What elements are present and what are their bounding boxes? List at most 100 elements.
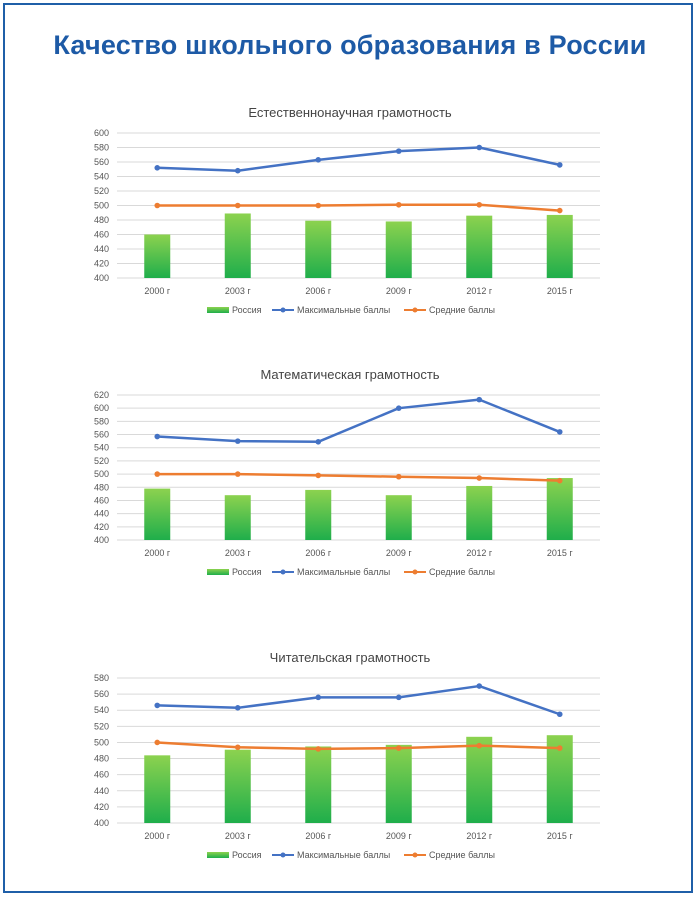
bar — [466, 485, 493, 540]
x-tick-label: 2006 г — [305, 286, 332, 296]
legend: Россия Максимальные баллы Средние баллы — [207, 305, 495, 315]
y-tick-label: 500 — [94, 737, 109, 747]
data-point — [395, 473, 402, 480]
data-point — [154, 202, 161, 209]
data-point — [556, 162, 563, 168]
y-tick-label: 440 — [94, 244, 109, 254]
data-point — [556, 745, 563, 751]
data-point — [315, 202, 322, 209]
legend-label: Россия — [232, 850, 262, 860]
data-point — [315, 157, 322, 163]
x-tick-label: 2015 г — [547, 831, 574, 841]
bar — [466, 215, 493, 278]
y-tick-label: 580 — [94, 143, 109, 153]
bar — [305, 220, 332, 278]
bar — [224, 213, 251, 278]
legend-label: Средние баллы — [429, 305, 495, 315]
x-tick-label: 2009 г — [386, 831, 413, 841]
x-tick-label: 2000 г — [144, 286, 171, 296]
data-point — [556, 477, 563, 484]
chart-science: Естественнонаучная грамотность 400 420 440 4… — [94, 105, 600, 315]
series-line — [157, 741, 560, 751]
data-point — [154, 702, 161, 709]
y-tick-label: 500 — [94, 201, 109, 211]
y-tick-label: 520 — [94, 456, 109, 466]
bar — [224, 495, 251, 540]
legend-swatch-marker — [280, 307, 286, 313]
y-tick-label: 540 — [94, 172, 109, 182]
y-tick-label: 480 — [94, 215, 109, 225]
y-tick-label: 540 — [94, 443, 109, 453]
x-tick-label: 2003 г — [225, 831, 252, 841]
bar — [385, 221, 412, 278]
data-point — [154, 165, 161, 171]
data-point — [234, 471, 241, 477]
data-point — [476, 396, 483, 403]
data-point — [154, 739, 161, 746]
y-tick-label: 600 — [94, 128, 109, 138]
chart-title: Естественнонаучная грамотность — [248, 105, 452, 120]
y-tick-label: 600 — [94, 403, 109, 413]
x-tick-label: 2015 г — [547, 548, 574, 558]
data-point — [476, 742, 483, 749]
data-point — [315, 472, 322, 479]
y-tick-label: 440 — [94, 509, 109, 519]
data-point — [234, 438, 241, 444]
legend-label: Средние баллы — [429, 850, 495, 860]
bar — [144, 234, 171, 278]
y-tick-label: 460 — [94, 770, 109, 780]
x-tick-label: 2000 г — [144, 831, 171, 841]
y-tick-label: 440 — [94, 786, 109, 796]
legend-swatch-marker — [280, 852, 286, 858]
data-point — [315, 746, 322, 752]
legend: Россия Максимальные баллы Средние баллы — [207, 567, 495, 577]
data-point — [476, 201, 483, 208]
y-tick-label: 420 — [94, 259, 109, 269]
y-tick-label: 520 — [94, 186, 109, 196]
legend-label: Максимальные баллы — [297, 850, 390, 860]
bar — [144, 755, 171, 823]
y-tick-label: 400 — [94, 818, 109, 828]
y-tick-label: 580 — [94, 416, 109, 426]
x-tick-label: 2006 г — [305, 548, 332, 558]
y-tick-label: 420 — [94, 802, 109, 812]
y-tick-label: 400 — [94, 535, 109, 545]
x-tick-label: 2009 г — [386, 286, 413, 296]
legend-label: Максимальные баллы — [297, 305, 390, 315]
x-tick-label: 2012 г — [466, 286, 493, 296]
y-tick-label: 560 — [94, 157, 109, 167]
legend-swatch-marker — [412, 307, 418, 313]
bar — [466, 736, 493, 823]
legend-swatch-bar — [207, 852, 229, 858]
bar — [144, 488, 171, 540]
series-line — [157, 684, 561, 716]
legend-swatch-bar — [207, 569, 229, 575]
page-frame — [3, 3, 693, 893]
data-point — [234, 744, 241, 751]
series-line — [157, 146, 561, 172]
data-point — [395, 148, 402, 154]
x-tick-label: 2003 г — [225, 286, 252, 296]
data-point — [556, 429, 563, 435]
y-tick-label: 540 — [94, 705, 109, 715]
legend-label: Максимальные баллы — [297, 567, 390, 577]
bar — [385, 495, 412, 540]
legend-label: Средние баллы — [429, 567, 495, 577]
data-point — [395, 745, 402, 751]
data-point — [154, 471, 161, 477]
chart-reading: Читательская грамотность 400 420 440 460 480 5… — [94, 650, 600, 860]
bar — [224, 749, 251, 823]
y-tick-label: 520 — [94, 721, 109, 731]
legend-label: Россия — [232, 305, 262, 315]
data-point — [395, 694, 402, 701]
bar — [385, 744, 412, 823]
data-point — [476, 475, 483, 481]
y-tick-label: 480 — [94, 754, 109, 764]
y-tick-label: 560 — [94, 689, 109, 699]
data-point — [154, 433, 161, 440]
legend-swatch-marker — [412, 852, 418, 858]
y-tick-label: 480 — [94, 482, 109, 492]
data-point — [395, 201, 402, 208]
page-title: Качество школьного образования в России — [53, 30, 647, 60]
x-tick-label: 2006 г — [305, 831, 332, 841]
